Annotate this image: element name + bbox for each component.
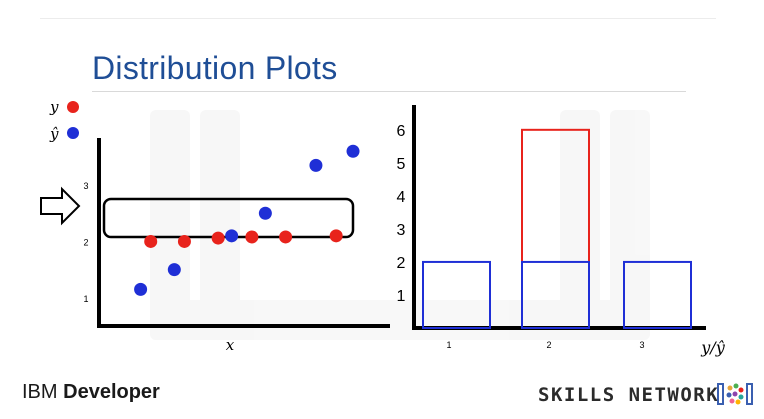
skills-network-text: SKILLS NETWORK [538,384,720,406]
bar-y-tick: 4 [397,189,406,206]
arrow-icon [40,186,81,226]
scatter-point-yhat [309,158,323,172]
bar-yhat [422,260,491,329]
scatter-point-yhat [225,229,239,243]
scatter-point-yhat [258,206,272,220]
bar-x-tick: 3 [639,340,644,350]
scatter-point-yhat [167,263,181,277]
scatter-point-yhat [134,282,148,296]
skills-network-icon [717,383,753,405]
ibm-developer-logo: IBM Developer [22,381,160,404]
bar-y-tick: 2 [397,255,406,272]
scatter-point-y [279,230,293,244]
bar-y-tick: 1 [397,288,406,305]
developer-text: Developer [63,381,160,403]
legend-label-y: y [49,98,59,116]
scatter-point-y [144,234,158,248]
scatter-y-tick: 2 [83,237,88,247]
scatter-point-y [211,231,225,245]
bar-yhat [521,260,590,329]
scatter-y-tick: 3 [83,181,88,191]
skills-network-logo: SKILLS NETWORK [538,384,719,406]
scatter-y-tick: 1 [83,294,88,304]
legend-label-yhat: ŷ [49,125,59,143]
bar-x-tick: 2 [546,340,551,350]
bar-x-tick: 1 [446,340,451,350]
scatter-x-label: x [226,336,235,354]
top-rule [40,18,716,19]
slide-title: Distribution Plots [92,50,338,86]
scatter-point-y [329,229,343,243]
bar-y-tick: 3 [397,222,406,239]
bar-plot: 1 2 3 4 5 6 1 2 3 y/ŷ [397,105,726,357]
bar-x-label: y/ŷ [700,338,725,357]
bar-y-tick: 5 [397,156,406,173]
scatter-legend: y ŷ [49,98,79,143]
bar-yhat [623,260,692,329]
scatter-plot: 1 2 3 x y ŷ [40,98,390,354]
title-divider [92,91,686,92]
bar-y-tick: 6 [397,123,406,140]
scatter-point-y [245,230,259,244]
ibm-text: IBM [22,381,64,403]
legend-marker-yhat [67,127,79,139]
scatter-point-y [177,234,191,248]
scatter-point-yhat [346,144,360,158]
legend-marker-y [67,101,79,113]
